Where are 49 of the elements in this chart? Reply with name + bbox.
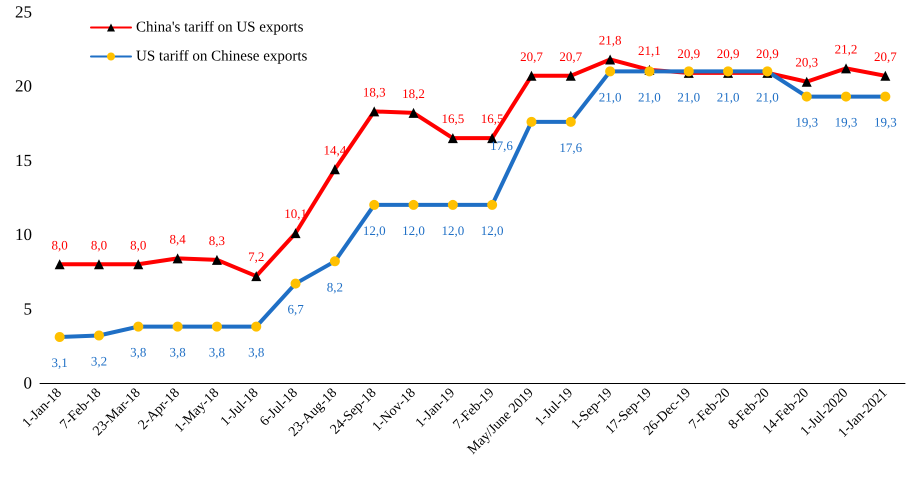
data-label: 20,9 — [756, 46, 779, 61]
data-label: 20,7 — [520, 48, 544, 64]
data-label: 21,0 — [716, 89, 740, 104]
data-label: 18,2 — [402, 86, 425, 101]
data-label: 19,3 — [874, 114, 897, 130]
data-label: 12,0 — [441, 222, 464, 238]
data-label: 8,0 — [52, 237, 68, 252]
data-label: 21,0 — [677, 89, 700, 104]
data-label: 8,2 — [326, 279, 344, 294]
y-tick-label: 20 — [15, 76, 32, 96]
data-label: 12,0 — [402, 222, 425, 238]
data-label: 20,9 — [716, 46, 740, 61]
data-label: 8,0 — [90, 237, 108, 252]
legend-label: US tariff on Chinese exports — [136, 48, 308, 64]
data-label: 12,0 — [480, 222, 504, 238]
data-label: 21,0 — [756, 89, 779, 104]
data-label: 18,3 — [362, 84, 386, 100]
data-label: 6,7 — [287, 302, 304, 317]
data-label: 3,1 — [52, 354, 68, 370]
data-label: 8,4 — [169, 231, 186, 246]
data-label: 20,9 — [677, 46, 700, 61]
y-tick-label: 10 — [15, 225, 32, 244]
data-label: 3,2 — [90, 354, 108, 369]
y-tick-label: 0 — [24, 374, 32, 392]
data-label: 17,6 — [559, 140, 583, 155]
data-label: 16,5 — [441, 111, 464, 126]
data-label: 12,0 — [362, 222, 386, 238]
data-label: 21,2 — [834, 41, 858, 56]
data-label: 21,0 — [598, 89, 622, 104]
data-label: 21,0 — [638, 89, 661, 104]
data-label: 21,8 — [598, 32, 622, 48]
data-label: 3,8 — [248, 344, 264, 360]
data-label: 3,8 — [130, 344, 146, 360]
data-label: 19,3 — [834, 114, 858, 130]
y-tick-label: 25 — [15, 2, 32, 22]
data-label: 20,7 — [559, 48, 583, 64]
y-tick-label: 15 — [15, 150, 32, 170]
data-label: 3,8 — [208, 344, 226, 360]
data-label: 20,7 — [874, 48, 898, 64]
data-label: 17,6 — [490, 138, 514, 153]
data-label: 20,3 — [795, 54, 818, 70]
data-label: 19,3 — [795, 114, 818, 130]
data-label: 3,8 — [169, 344, 186, 360]
data-label: 8,0 — [130, 237, 146, 252]
legend-label: China's tariff on US exports — [136, 20, 304, 36]
data-label: 21,1 — [638, 42, 661, 58]
y-tick-label: 5 — [24, 299, 32, 318]
data-label: 8,3 — [208, 232, 226, 248]
data-label: 7,2 — [248, 249, 264, 264]
